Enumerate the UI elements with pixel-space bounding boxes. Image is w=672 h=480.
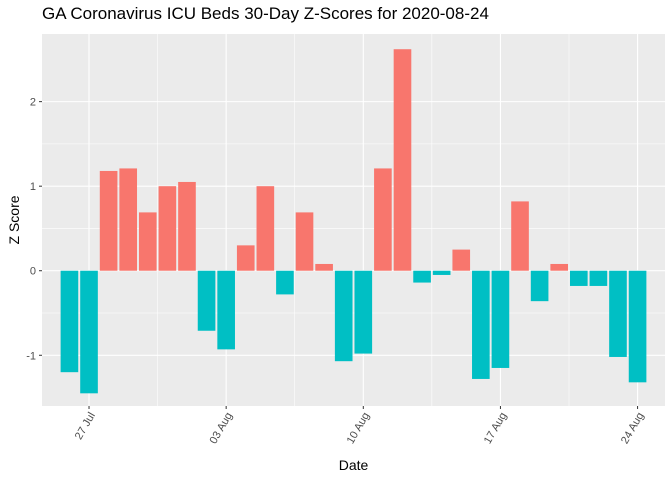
bar [315, 263, 333, 271]
bar [589, 270, 608, 286]
bar [393, 49, 412, 271]
bar [276, 270, 294, 295]
bar [413, 270, 431, 283]
bar [569, 270, 588, 286]
bar [530, 270, 549, 302]
y-axis: -1 0 1 2 [26, 97, 42, 362]
x-tick-label: 10 Aug [345, 410, 373, 446]
bar [99, 170, 118, 271]
bar [60, 270, 79, 373]
y-tick-label: 1 [30, 181, 36, 193]
bar [138, 212, 157, 271]
bar [178, 181, 196, 271]
bar [354, 270, 373, 354]
x-tick-label: 24 Aug [619, 410, 647, 446]
bar [80, 270, 98, 394]
y-tick-label: 2 [30, 97, 36, 109]
bar [197, 270, 216, 331]
bar [256, 186, 275, 271]
x-axis: 27 Jul 03 Aug 10 Aug 17 Aug 24 Aug [73, 406, 647, 446]
x-tick-label: 27 Jul [73, 410, 98, 441]
x-axis-title: Date [339, 457, 369, 473]
bar [217, 270, 235, 350]
y-tick-label: 0 [30, 266, 36, 278]
bar [472, 270, 490, 379]
y-tick-label: -1 [26, 350, 36, 362]
bars [60, 49, 647, 394]
bar [511, 201, 529, 271]
y-axis-title: Z Score [6, 195, 22, 244]
bar [295, 212, 314, 271]
chart-title: GA Coronavirus ICU Beds 30-Day Z-Scores … [42, 4, 489, 23]
bar [491, 270, 510, 368]
bar [432, 270, 451, 275]
bar [334, 270, 353, 362]
bar [609, 270, 627, 357]
bar [119, 168, 138, 271]
bar [550, 263, 569, 271]
bar [452, 249, 471, 271]
bar [374, 168, 392, 271]
x-tick-label: 03 Aug [208, 410, 236, 446]
bar [236, 245, 255, 271]
x-tick-label: 17 Aug [482, 410, 510, 446]
bar [628, 270, 647, 383]
grid-minor [42, 34, 665, 406]
bar [158, 186, 177, 271]
